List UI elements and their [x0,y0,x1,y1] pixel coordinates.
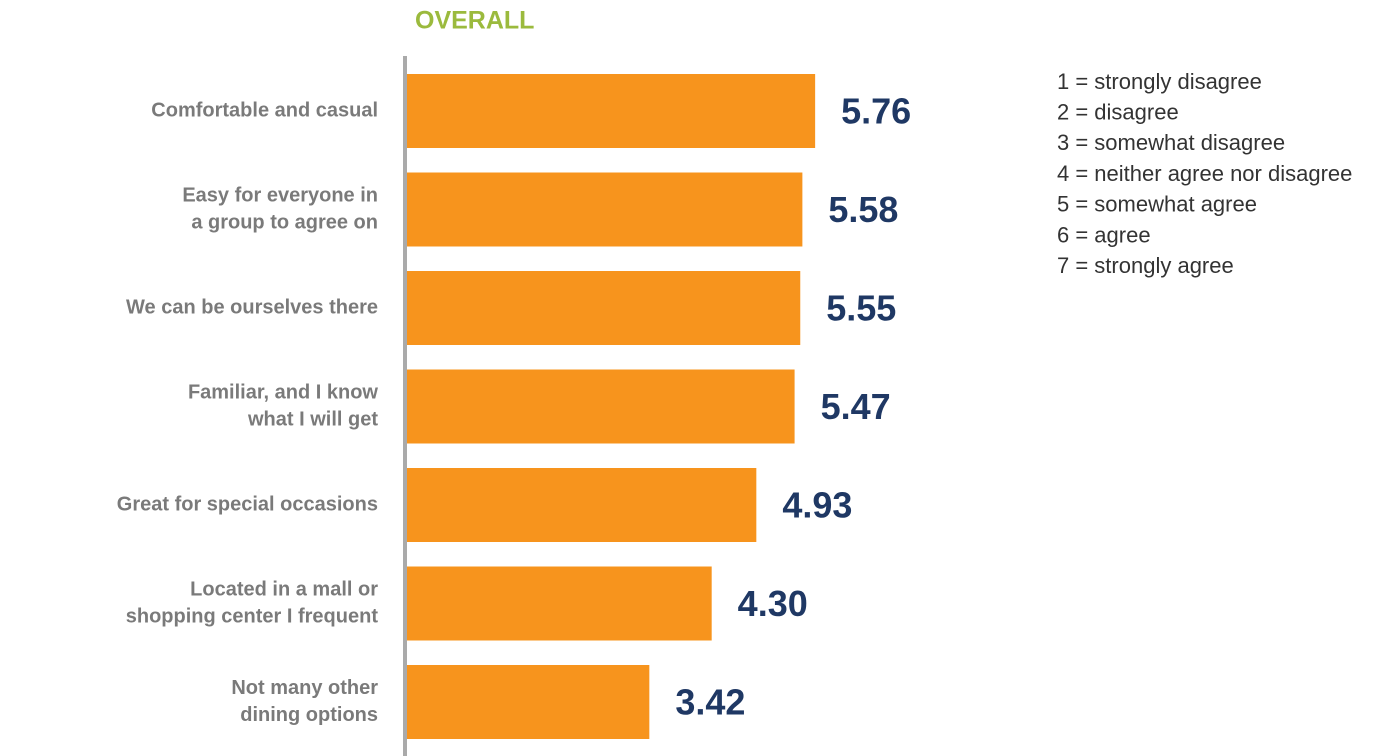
bar [407,665,650,739]
scale-key-item: 4 = neither agree nor disagree [1057,161,1352,186]
scale-key-item: 5 = somewhat agree [1057,192,1257,217]
bar [407,74,816,148]
bar [407,369,795,444]
bar [407,172,803,247]
scale-key-item: 1 = strongly disagree [1057,69,1262,94]
value-label: 4.30 [738,583,808,624]
category-label: Great for special occasions [117,493,378,515]
category-label: We can be ourselves there [126,296,378,318]
bar [407,271,801,345]
scale-key-item: 7 = strongly agree [1057,253,1234,278]
category-label: a group to agree on [191,211,378,233]
category-label: what I will get [247,408,378,430]
category-label: shopping center I frequent [126,605,379,627]
chart-title: OVERALL [415,7,534,35]
category-label: Not many other [231,677,378,699]
value-label: 5.58 [828,189,898,230]
value-label: 4.93 [782,485,852,526]
bar [407,566,712,641]
value-label: 5.55 [826,288,896,329]
value-label: 5.47 [821,386,891,427]
category-label: Comfortable and casual [151,99,378,121]
scale-key-item: 6 = agree [1057,222,1151,247]
scale-key-item: 3 = somewhat disagree [1057,130,1285,155]
value-label: 5.76 [841,91,911,132]
category-label: Located in a mall or [190,578,378,600]
bar [407,468,757,542]
scale-key-item: 2 = disagree [1057,100,1179,125]
category-label: dining options [240,704,378,726]
category-label: Familiar, and I know [188,381,378,403]
category-label: Easy for everyone in [182,184,378,206]
value-label: 3.42 [675,682,745,723]
